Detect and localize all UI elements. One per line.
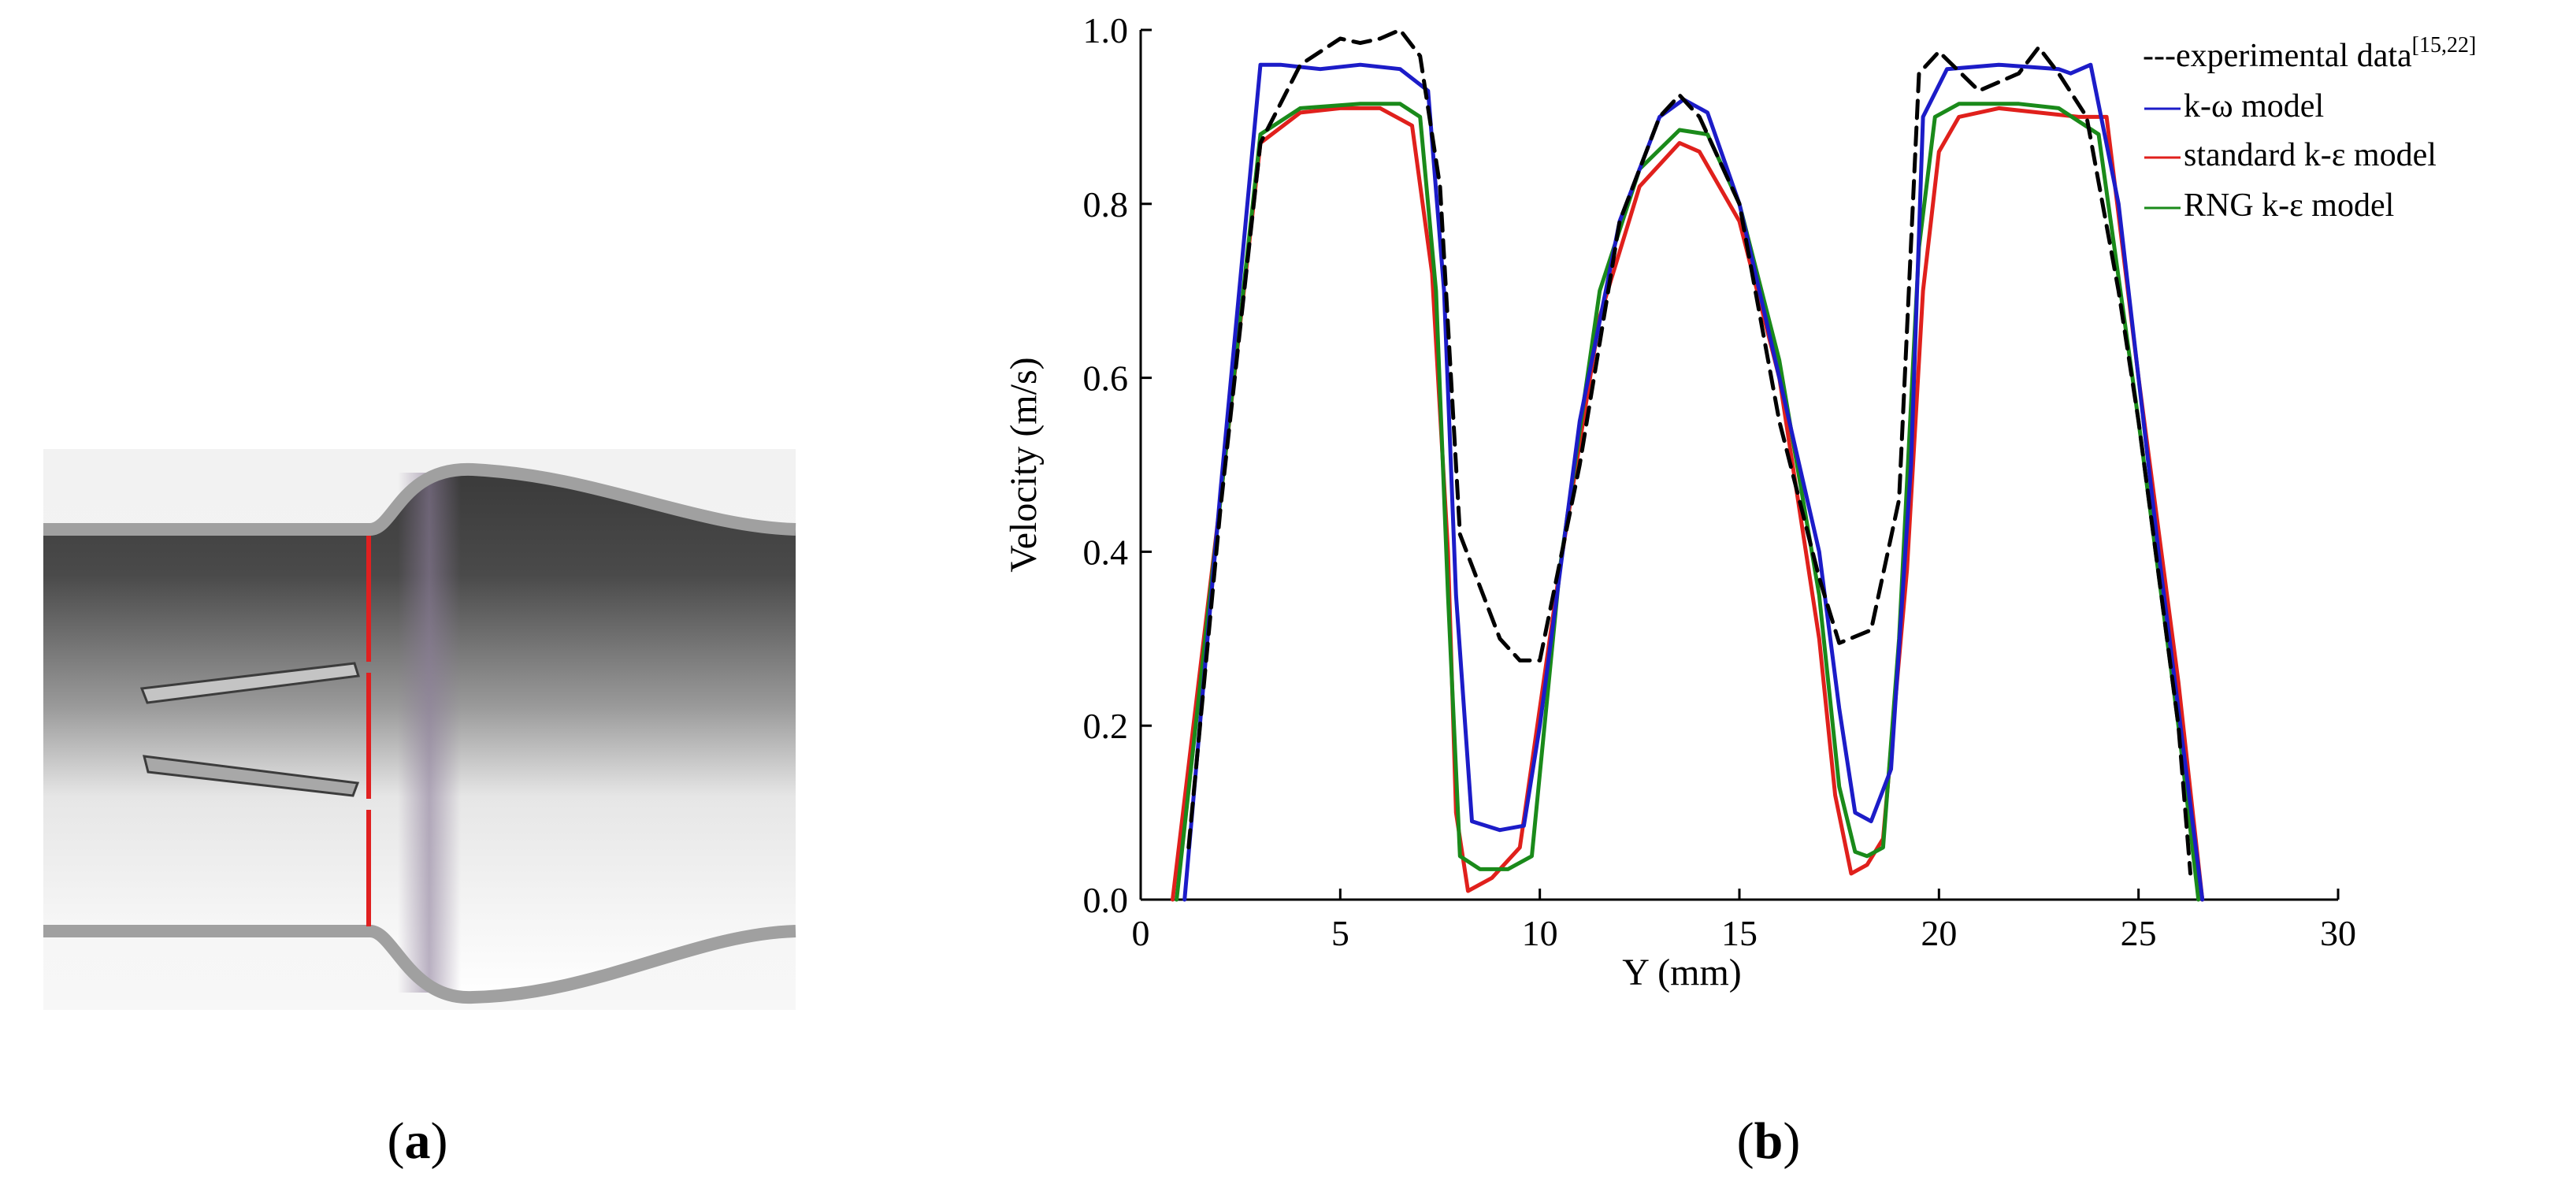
legend: ---experimental data[15,22] k-ω model st…	[2143, 33, 2476, 224]
pipe-wall-top	[43, 462, 796, 536]
y-tick-label: 1.0	[1083, 10, 1129, 50]
panel-a-illustration	[43, 449, 796, 1010]
x-ticks: 0 5 10 15 20 25 30	[1132, 889, 2356, 953]
x-tick-label: 30	[2320, 913, 2356, 953]
series-line-k-omega	[1182, 62, 2205, 902]
velocity-chart: 0 5 10 15 20 25 30 0.0 0.2 0.4 0.6 0.8 1.0 Y (mm) V…	[1003, 10, 2476, 993]
x-tick-label: 5	[1331, 913, 1349, 953]
legend-label-standard-k-epsilon: standard k-ε model	[2184, 137, 2437, 173]
y-tick-label: 0.4	[1083, 532, 1129, 572]
x-axis-label: Y (mm)	[1622, 952, 1742, 993]
series-line-experimental	[1186, 28, 2192, 876]
y-ticks: 0.0 0.2 0.4 0.6 0.8 1.0	[1083, 10, 1152, 920]
guide-vane-upper	[139, 662, 360, 704]
legend-label-k-omega: k-ω model	[2184, 88, 2324, 124]
legend-label-experimental: ---experimental data[15,22]	[2143, 33, 2476, 74]
x-tick-label: 20	[1921, 913, 1957, 953]
panel-a-label: (a)	[388, 1112, 448, 1170]
chart-axes	[1139, 30, 2338, 901]
x-tick-label: 15	[1721, 913, 1758, 953]
x-tick-label: 10	[1522, 913, 1558, 953]
legend-label-rng-k-epsilon: RNG k-ε model	[2184, 187, 2394, 224]
throat-shadow	[398, 473, 461, 993]
x-tick-label: 25	[2121, 913, 2157, 953]
series-line-rng-k-epsilon	[1175, 102, 2201, 902]
panel-b-label: (b)	[1737, 1112, 1801, 1170]
y-tick-label: 0.6	[1083, 358, 1129, 399]
series-layer	[1171, 28, 2205, 902]
series-line-standard-k-epsilon	[1171, 106, 2205, 902]
y-tick-label: 0.8	[1083, 184, 1129, 225]
y-tick-label: 0.2	[1083, 706, 1129, 746]
guide-vane-lower	[143, 755, 360, 797]
x-tick-label: 0	[1132, 913, 1150, 953]
y-tick-label: 0.0	[1083, 880, 1129, 920]
y-axis-label: Velocity (m/s)	[1003, 357, 1045, 572]
pipe-wall-bottom	[43, 925, 796, 1004]
